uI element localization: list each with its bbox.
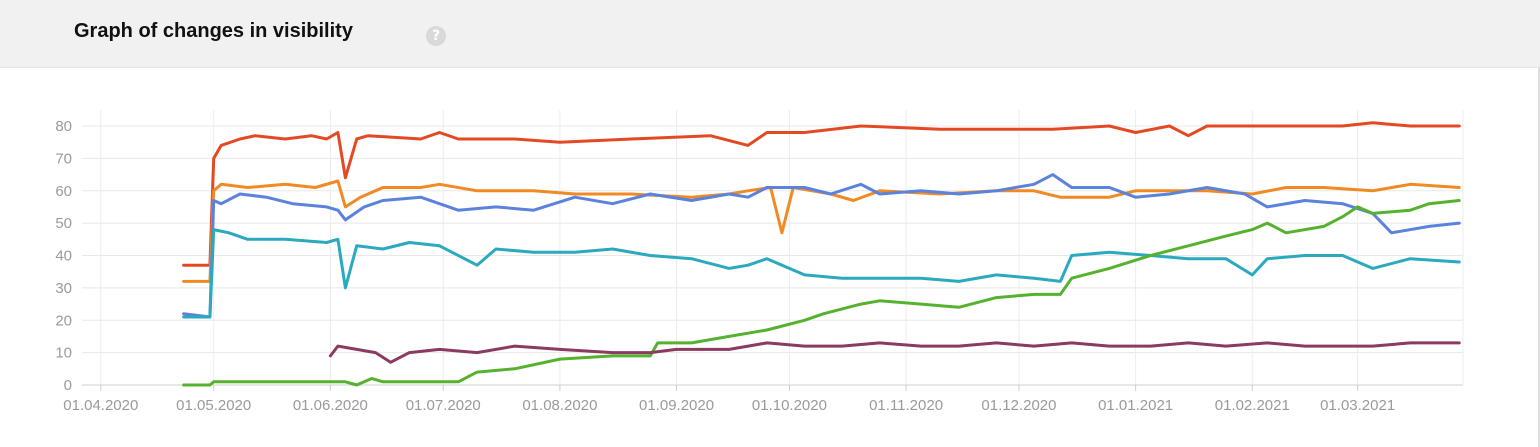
- y-tick-label: 20: [55, 312, 72, 329]
- series-line-6[interactable]: [328, 341, 1461, 364]
- series-lines: [182, 121, 1461, 387]
- grid: [82, 110, 1464, 391]
- y-axis-labels: 0 10 20 30 40 50 60 70 80: [55, 118, 72, 394]
- x-tick-label: 01.07.2020: [406, 397, 481, 414]
- x-axis-labels: 01.04.2020 01.05.2020 01.06.2020 01.07.2020…: [63, 397, 1395, 414]
- x-tick-label: 01.09.2020: [639, 397, 714, 414]
- y-tick-label: 60: [55, 183, 72, 200]
- y-tick-label: 50: [55, 215, 72, 232]
- right-border: [1538, 68, 1540, 447]
- series-line-5[interactable]: [182, 199, 1461, 387]
- question-icon[interactable]: ?: [426, 26, 446, 46]
- x-tick-label: 01.06.2020: [293, 397, 368, 414]
- chart-title: Graph of changes in visibility: [74, 20, 353, 42]
- x-tick-label: 01.10.2020: [752, 397, 827, 414]
- x-tick-label: 01.12.2020: [981, 397, 1056, 414]
- y-tick-label: 30: [55, 280, 72, 297]
- x-tick-label: 01.03.2021: [1320, 397, 1395, 414]
- x-tick-label: 01.11.2020: [869, 397, 943, 414]
- series-line-1[interactable]: [182, 121, 1461, 267]
- x-tick-label: 01.04.2020: [63, 397, 138, 414]
- x-tick-label: 01.02.2021: [1215, 397, 1290, 414]
- x-tick-label: 01.01.2021: [1098, 397, 1173, 414]
- x-tick-label: 01.08.2020: [522, 397, 597, 414]
- x-tick-label: 01.05.2020: [176, 397, 251, 414]
- series-line-2[interactable]: [182, 179, 1461, 283]
- chart-header: Graph of changes in visibility ?: [0, 0, 1540, 68]
- y-tick-label: 40: [55, 248, 72, 265]
- series-line-3[interactable]: [182, 173, 1461, 319]
- series-line-4[interactable]: [182, 228, 1461, 319]
- y-tick-label: 10: [55, 345, 72, 362]
- y-tick-label: 70: [55, 150, 72, 167]
- y-tick-label: 0: [64, 377, 72, 394]
- y-tick-label: 80: [55, 118, 72, 135]
